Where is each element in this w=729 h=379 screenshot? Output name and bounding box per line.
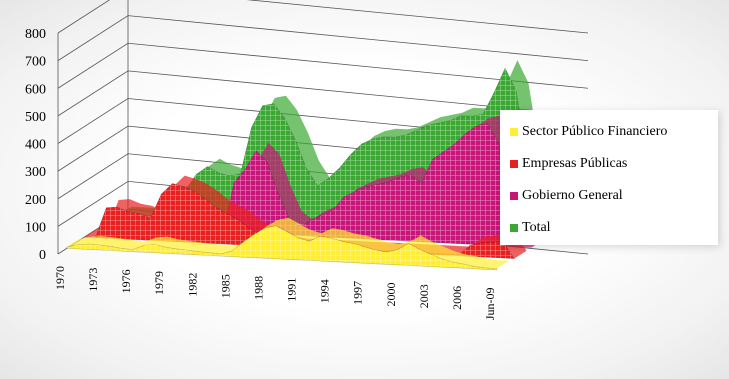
series-top-2	[101, 115, 545, 248]
legend-swatch-green	[510, 224, 518, 232]
y-tick-label: 500	[25, 110, 46, 125]
x-tick-label: 1985	[218, 274, 232, 298]
x-tick-label: 1973	[86, 268, 100, 292]
series-texture	[84, 183, 515, 259]
series-texture	[66, 225, 497, 270]
legend-label: Gobierno General	[522, 188, 623, 203]
legend-label: Total	[522, 220, 551, 235]
y-tick-label: 600	[25, 82, 46, 97]
y-tick-label: 800	[25, 27, 46, 42]
series-top-0	[66, 217, 510, 269]
y-tick-label: 100	[25, 220, 46, 235]
x-tick-label: 2006	[450, 286, 464, 310]
x-tick-label: 1976	[119, 269, 133, 293]
x-tick-label: 2003	[417, 284, 431, 308]
x-tick-label: 2000	[384, 283, 398, 307]
legend-swatch-yellow	[510, 128, 518, 136]
gridline	[57, 0, 589, 34]
x-tick-label: 1982	[185, 273, 199, 297]
y-tick-label: 400	[25, 138, 46, 153]
y-tick-label: 300	[25, 165, 46, 180]
legend-label: Empresas Públicas	[522, 156, 628, 171]
y-tick-label: 0	[39, 248, 46, 263]
legend-item-empresas-publicas: Empresas Públicas	[510, 156, 627, 172]
x-tick-label: 1979	[152, 271, 166, 295]
y-tick-label: 200	[25, 193, 46, 208]
legend-swatch-red	[510, 160, 518, 168]
x-tick-label: 1991	[285, 278, 299, 302]
legend-item-total: Total	[510, 220, 551, 236]
legend-label: Sector Público Financiero	[522, 124, 668, 139]
y-tick-label: 700	[25, 55, 46, 70]
x-tick-label: Jun-09	[483, 288, 497, 321]
legend: Sector Público Financiero Empresas Públi…	[500, 110, 718, 245]
x-tick-label: 1988	[251, 276, 265, 300]
gridline	[57, 15, 589, 62]
x-tick-label: 1970	[53, 266, 67, 290]
legend-item-gobierno-general: Gobierno General	[510, 188, 623, 204]
legend-swatch-magenta	[510, 192, 518, 200]
x-tick-label: 1997	[351, 281, 365, 305]
legend-item-sector-publico-financiero: Sector Público Financiero	[510, 124, 667, 140]
x-tick-label: 1994	[318, 279, 332, 303]
series-texture	[101, 123, 532, 248]
series-top-3	[119, 60, 562, 218]
